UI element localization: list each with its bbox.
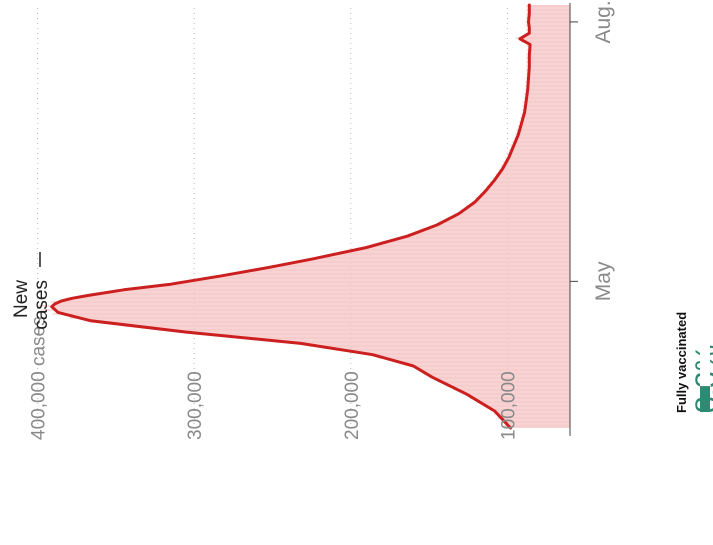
date-axis-ticks: May Aug. (570, 0, 615, 301)
annotation-label-line-1: New (11, 280, 32, 318)
value-tick-label-0: 400,000 cases (29, 316, 50, 440)
value-tick-label-1: 300,000 (185, 371, 206, 440)
date-tick-label-1: Aug. (592, 0, 615, 43)
vaccinated-label: Fully vaccinated (674, 312, 689, 413)
cases-area-fill (51, 5, 570, 428)
annotation-label-line-2: cases (31, 280, 52, 330)
new-cases-line (50, 3, 532, 430)
value-axis-ticks: 400,000 cases 300,000 200,000 100,000 (29, 316, 520, 440)
vaccinated-progress-bar (700, 386, 710, 412)
vaccination-stat: Fully vaccinated 8.3% (674, 100, 713, 413)
vaccinated-progress-track (700, 100, 710, 412)
date-tick-label-0: May (592, 261, 615, 301)
value-tick-label-3: 100,000 (498, 371, 519, 440)
new-cases-annotation: New cases (11, 252, 52, 330)
value-tick-label-2: 200,000 (342, 371, 363, 440)
